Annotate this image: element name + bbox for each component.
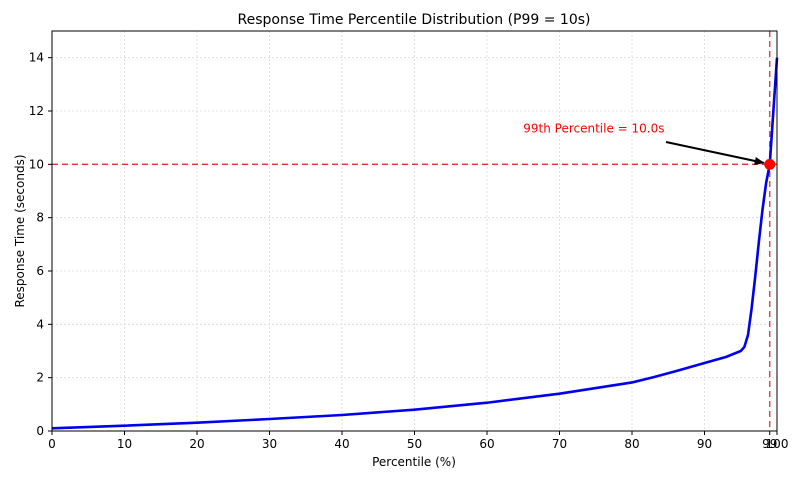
reference-lines <box>52 31 777 431</box>
y-tick-label: 0 <box>36 424 44 438</box>
x-tick-label: 90 <box>697 437 712 451</box>
p99-annotation: 99th Percentile = 10.0s <box>523 121 664 135</box>
y-tick-label: 14 <box>29 51 44 65</box>
annotation-arrow <box>665 141 765 165</box>
y-tick-label: 10 <box>29 157 44 171</box>
y-axis-label: Response Time (seconds) <box>13 154 27 307</box>
x-axis-label: Percentile (%) <box>372 455 456 469</box>
x-tick-label: 50 <box>407 437 422 451</box>
y-tick-label: 2 <box>36 371 44 385</box>
y-tick-label: 8 <box>36 211 44 225</box>
y-tick-label: 6 <box>36 264 44 278</box>
y-tick-label: 4 <box>36 317 44 331</box>
x-tick-label: 70 <box>552 437 567 451</box>
series-layer <box>51 57 779 430</box>
x-tick-label: 80 <box>624 437 639 451</box>
p99-marker <box>764 158 776 170</box>
x-tick-label: 99 <box>762 437 777 451</box>
response-time-curve <box>51 57 779 430</box>
chart-title: Response Time Percentile Distribution (P… <box>238 12 591 28</box>
annotation-layer: 99th Percentile = 10.0s <box>523 121 765 165</box>
x-tick-label: 30 <box>262 437 277 451</box>
x-tick-label: 40 <box>334 437 349 451</box>
y-tick-label: 12 <box>29 104 44 118</box>
x-tick-label: 60 <box>479 437 494 451</box>
x-tick-label: 10 <box>117 437 132 451</box>
x-tick-label: 100 <box>766 437 789 451</box>
x-tick-label: 0 <box>48 437 56 451</box>
x-tick-label: 20 <box>189 437 204 451</box>
grid <box>52 31 777 431</box>
